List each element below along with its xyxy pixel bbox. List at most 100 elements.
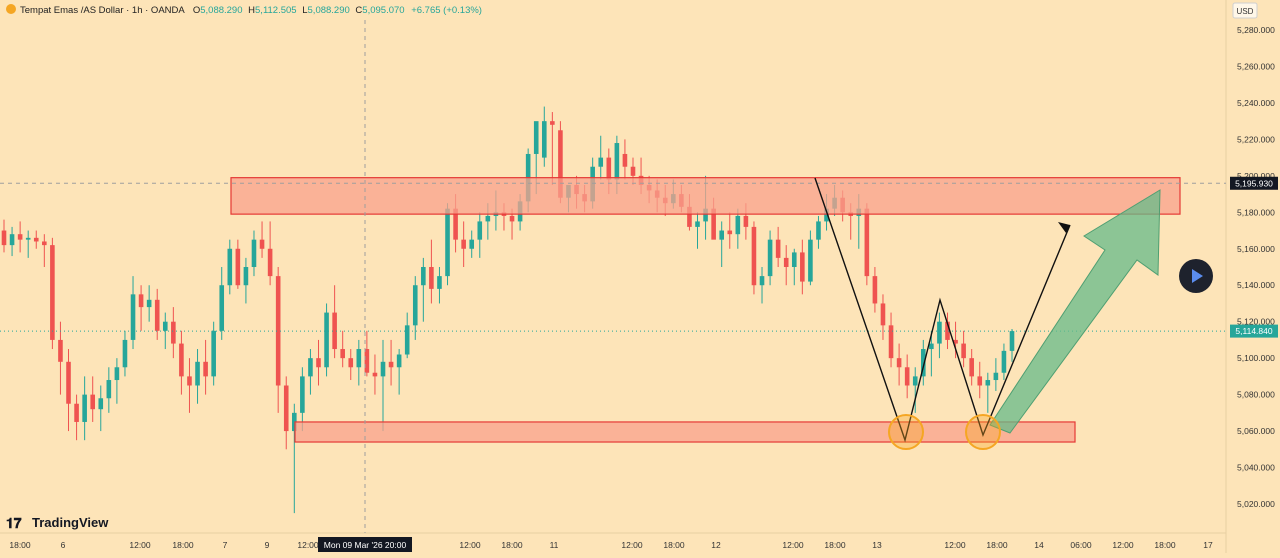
- price-tick-label: 5,120.000: [1237, 317, 1275, 327]
- svg-text:5,114.840: 5,114.840: [1235, 326, 1272, 336]
- candle: [98, 385, 104, 432]
- second-bottom-circle[interactable]: [965, 414, 1001, 450]
- candle: [961, 330, 966, 368]
- candle: [388, 339, 394, 386]
- candle: [945, 312, 950, 350]
- price-tick-label: 5,100.000: [1237, 353, 1275, 363]
- first-bottom-circle[interactable]: [888, 414, 924, 450]
- candle: [800, 239, 805, 295]
- tradingview-logo: 𝟏𝟕 TradingView: [6, 515, 109, 531]
- gold-symbol-icon: [6, 4, 16, 14]
- time-tick-label: 13: [872, 540, 882, 550]
- price-tick-label: 5,240.000: [1237, 98, 1275, 108]
- candle: [622, 139, 628, 180]
- candle: [372, 354, 378, 395]
- candle: [985, 372, 991, 413]
- candle: [82, 376, 87, 441]
- time-tick-label: 12:00: [459, 540, 481, 550]
- time-axis: 18:00 6 12:00 18:00 7 9 12:00 12:00 18:00 11 12:00…: [9, 540, 1213, 550]
- candle: [864, 203, 870, 286]
- candle: [267, 221, 273, 286]
- candle: [300, 367, 305, 432]
- candle: [66, 349, 71, 432]
- candle: [380, 339, 386, 432]
- candle: [445, 203, 450, 286]
- candle: [348, 349, 354, 381]
- candle: [1, 219, 7, 253]
- replay-button[interactable]: [1179, 259, 1213, 293]
- candle: [211, 321, 216, 386]
- candle: [138, 285, 144, 331]
- candle: [219, 267, 225, 340]
- time-tick-label: 7: [223, 540, 228, 550]
- candle: [122, 330, 128, 377]
- price-tick-label: 5,260.000: [1237, 61, 1275, 71]
- candle: [154, 288, 160, 340]
- candle: [1009, 328, 1015, 362]
- time-tick-label: 06:00: [1070, 540, 1092, 550]
- time-tick-label: 18:00: [9, 540, 31, 550]
- candle: [356, 339, 362, 386]
- currency-box[interactable]: [1232, 2, 1258, 19]
- time-tick-label: 17: [1203, 540, 1213, 550]
- candle: [969, 349, 974, 386]
- candle: [896, 343, 902, 386]
- support-zone[interactable]: [294, 421, 1076, 443]
- candle: [727, 212, 733, 249]
- price-tick-label: 5,040.000: [1237, 463, 1275, 473]
- time-tick-label: 12:00: [944, 540, 966, 550]
- currency-label: USD: [1237, 7, 1254, 16]
- price-tick-label: 5,080.000: [1237, 390, 1275, 400]
- time-tick-label: 18:00: [172, 540, 194, 550]
- time-tick-label: 18:00: [663, 540, 685, 550]
- candle: [25, 230, 31, 258]
- target-arrow[interactable]: [989, 189, 1161, 434]
- candle: [146, 285, 152, 322]
- play-icon: [1192, 269, 1203, 283]
- candle: [469, 230, 475, 258]
- candle: [179, 330, 184, 395]
- time-tick-label: 14: [1034, 540, 1044, 550]
- candle: [412, 276, 418, 340]
- candle: [904, 354, 910, 399]
- candle: [90, 376, 96, 422]
- candle: [888, 312, 894, 368]
- price-tick-label: 5,220.000: [1237, 134, 1275, 144]
- candle: [50, 237, 55, 350]
- candle: [429, 239, 434, 304]
- price-tick-label: 5,280.000: [1237, 25, 1275, 35]
- candle: [993, 358, 999, 391]
- price-tick-label: 5,160.000: [1237, 244, 1275, 254]
- candle: [808, 230, 813, 286]
- candle: [316, 339, 321, 386]
- candle: [550, 112, 555, 185]
- time-tick-label: 12: [711, 540, 721, 550]
- candle: [920, 339, 926, 386]
- chart-header: Tempat Emas /AS Dollar · 1h · OANDA O5,0…: [6, 4, 482, 16]
- candle: [9, 226, 15, 257]
- candle: [340, 330, 345, 368]
- crosshair-time-label: Mon 09 Mar '26 20:00: [324, 540, 407, 550]
- time-tick-label: 9: [265, 540, 270, 550]
- price-axis: 5,280.000 5,260.000 5,240.000 5,220.000 5,20…: [1237, 25, 1275, 509]
- candle: [598, 135, 604, 180]
- last-price-label: 5,114.840: [1230, 324, 1278, 338]
- double-bottom-path[interactable]: [814, 177, 1071, 443]
- candle: [759, 267, 765, 304]
- price-tick-label: 5,180.000: [1237, 207, 1275, 217]
- candle: [695, 212, 700, 249]
- time-tick-label: 18:00: [1154, 540, 1176, 550]
- candle: [880, 294, 886, 340]
- candle: [364, 330, 370, 377]
- candle: [775, 226, 781, 267]
- candle: [977, 361, 983, 399]
- tradingview-logo-icon: 𝟏𝟕: [6, 515, 22, 531]
- candle: [275, 267, 281, 413]
- candle: [227, 239, 233, 295]
- candle: [791, 248, 797, 286]
- candle: [292, 403, 297, 514]
- time-tick-label: 12:00: [621, 540, 643, 550]
